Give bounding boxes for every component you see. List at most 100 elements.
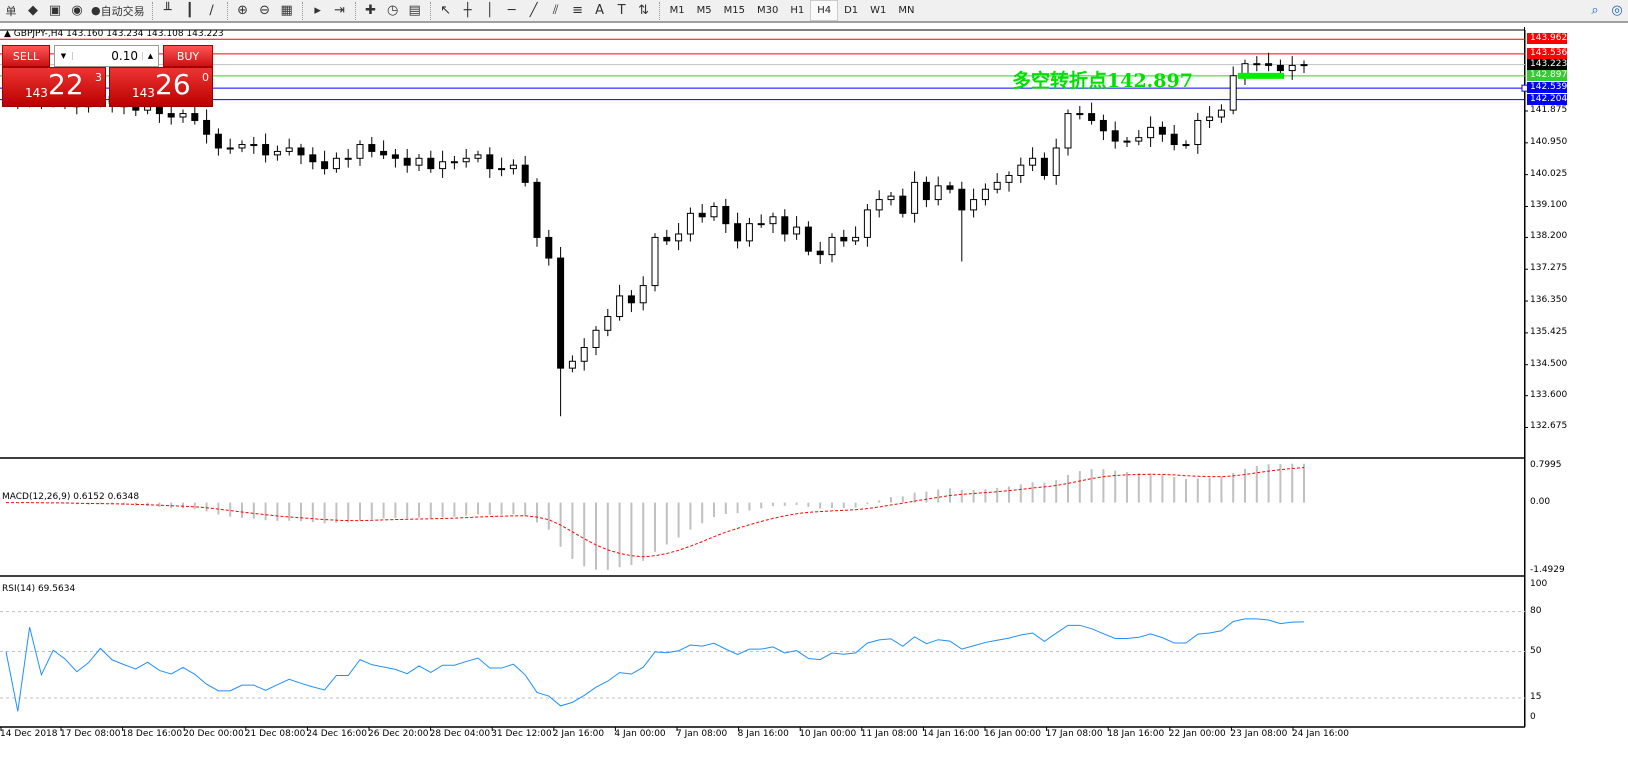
trendline-button[interactable]: ╱ <box>523 0 545 21</box>
vertical-line-button[interactable]: │ <box>479 0 501 21</box>
search-icon[interactable]: ⌕ <box>1591 3 1599 18</box>
candle-body <box>793 226 801 235</box>
sell-button[interactable]: SELL <box>2 45 50 67</box>
line-chart-button[interactable]: ∕ <box>201 0 223 21</box>
candle-body <box>922 181 930 201</box>
candle-body <box>1064 113 1072 149</box>
candle <box>1217 104 1225 123</box>
candle-body <box>332 157 340 170</box>
volume-stepper[interactable]: ▼ 0.10 ▲ <box>54 45 159 67</box>
price-line-label: 142.539 <box>1527 82 1567 94</box>
candle-body <box>309 154 317 163</box>
candle-body <box>1052 147 1060 176</box>
candle-chart-button[interactable]: ┃ <box>179 0 201 21</box>
timeframe-m15[interactable]: M15 <box>723 5 745 16</box>
signal-button[interactable]: ◉ <box>66 0 88 21</box>
candle-body <box>521 164 529 183</box>
menu-item[interactable]: 单 <box>0 0 22 21</box>
candle <box>828 233 836 263</box>
candle-body <box>1158 126 1166 135</box>
highlight-bar <box>1238 72 1284 79</box>
zoom-in-button[interactable]: ⊕ <box>232 0 254 21</box>
candle-body <box>946 185 954 190</box>
chart-shift-button[interactable]: ⇥ <box>329 0 351 21</box>
autoscroll-button[interactable]: ▸ <box>307 0 329 21</box>
accounts-button[interactable]: ▣ <box>44 0 66 21</box>
candle-body <box>970 199 978 211</box>
time-axis-label: 18 Jan 16:00 <box>1107 729 1165 739</box>
timeframe-m30[interactable]: M30 <box>756 5 779 16</box>
volume-input[interactable]: 0.10 <box>111 49 138 63</box>
line-chart-icon: ∕ <box>209 3 214 18</box>
candle-body <box>498 168 506 171</box>
bar-chart-icon: ╨ <box>163 3 172 18</box>
candle <box>450 155 458 170</box>
fibonacci-button[interactable]: ≡ <box>567 0 589 21</box>
arrows-button[interactable]: ⇅ <box>633 0 655 21</box>
candle <box>1088 102 1096 125</box>
time-axis-label: 28 Dec 04:00 <box>429 729 491 739</box>
buy-price-button[interactable]: 143 26 0 <box>109 67 213 107</box>
candle-body <box>474 154 482 159</box>
candle-body <box>816 250 824 256</box>
time-axis-label: 17 Jan 08:00 <box>1045 729 1103 739</box>
text-button[interactable]: A <box>589 0 611 21</box>
volume-down-icon[interactable]: ▼ <box>55 52 73 60</box>
time-axis-label: 16 Jan 00:00 <box>984 729 1041 739</box>
time-axis-label: 24 Jan 16:00 <box>1292 729 1349 739</box>
candle <box>663 229 671 245</box>
candle-body <box>781 216 789 235</box>
timeframe-d1[interactable]: D1 <box>844 5 859 16</box>
orders-button[interactable]: ◆ <box>22 0 44 21</box>
volume-up-icon[interactable]: ▲ <box>142 52 158 60</box>
candle-body <box>1147 126 1155 139</box>
crosshair-button[interactable]: ┼ <box>457 0 479 21</box>
tile-button[interactable]: ▦ <box>276 0 298 21</box>
templates-button[interactable]: ▤ <box>404 0 426 21</box>
candle-body <box>214 133 222 149</box>
candle <box>167 104 175 125</box>
timeframe-mn[interactable]: MN <box>898 5 915 16</box>
chart-window[interactable] <box>0 27 1529 731</box>
zoom-out-button[interactable]: ⊖ <box>254 0 276 21</box>
autotrade-button[interactable]: ● 自动交易 <box>88 0 148 21</box>
candle-body <box>1076 113 1084 116</box>
candle-body <box>1253 63 1261 66</box>
candle <box>592 326 600 356</box>
zoom-out-icon: ⊖ <box>259 3 271 18</box>
candle <box>439 150 447 178</box>
autoscroll-icon: ▸ <box>314 3 321 18</box>
timeframe-m5[interactable]: M5 <box>696 5 712 16</box>
toolbar-separator <box>226 1 228 20</box>
candle-body <box>155 106 163 115</box>
candle-body <box>627 295 635 304</box>
cursor-button[interactable]: ↖ <box>435 0 457 21</box>
candle-body <box>297 147 305 156</box>
price-axis-label: 133.600 <box>1530 389 1568 400</box>
candle-body <box>698 212 706 218</box>
pivot-annotation[interactable]: 多空转折点142.897 <box>1012 70 1193 92</box>
community-icon[interactable]: ◎ <box>1611 3 1623 18</box>
price-axis-label: 134.500 <box>1530 358 1568 369</box>
bar-chart-button[interactable]: ╨ <box>157 0 179 21</box>
time-axis-label: 26 Dec 20:00 <box>368 729 429 739</box>
horizontal-line-button[interactable]: ─ <box>501 0 523 21</box>
text-label-button[interactable]: T <box>611 0 633 21</box>
timeframe-h4[interactable]: H4 <box>810 0 839 21</box>
candle-body <box>651 236 659 287</box>
toolbar: 单 ◆ ▣ ◉ ● 自动交易 ╨ ┃ ∕ ⊕ ⊖ ▦ ▸ ⇥ ✚ ◷ ▤ ↖ ┼ │ ─ ╱ ⫽ ≡ A T ⇅ M1 M5 M15 M30… <box>0 0 1628 23</box>
equidistant-channel-button[interactable]: ⫽ <box>545 0 567 21</box>
collapse-icon[interactable]: ▲ <box>4 29 11 39</box>
sell-price-button[interactable]: 143 22 3 <box>2 67 106 107</box>
buy-button[interactable]: BUY <box>163 45 213 67</box>
new-indicator-button[interactable]: ✚ <box>360 0 382 21</box>
candle <box>911 171 919 223</box>
timeframe-h1[interactable]: H1 <box>790 5 805 16</box>
candle-body <box>875 199 883 211</box>
timeframe-m1[interactable]: M1 <box>669 5 685 16</box>
timeframe-w1[interactable]: W1 <box>870 5 887 16</box>
candle-body <box>863 209 871 238</box>
candle <box>309 147 317 170</box>
periods-button[interactable]: ◷ <box>382 0 404 21</box>
